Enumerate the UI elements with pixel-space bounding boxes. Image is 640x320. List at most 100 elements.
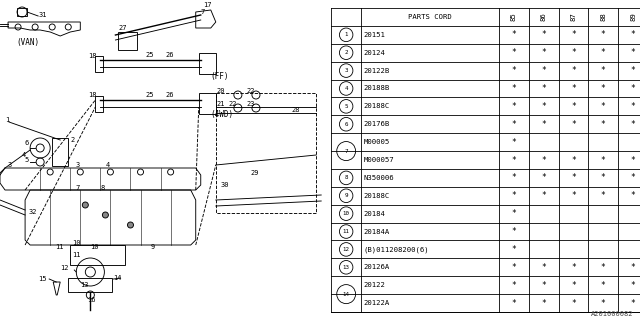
Text: 1: 1: [5, 117, 9, 123]
Text: *: *: [511, 156, 516, 164]
Text: *: *: [511, 84, 516, 93]
Text: 3: 3: [76, 162, 79, 168]
Bar: [52, 138, 68, 166]
Text: *: *: [511, 245, 516, 254]
Text: *: *: [541, 173, 546, 182]
Text: 89: 89: [630, 12, 636, 21]
Text: 11: 11: [342, 229, 349, 234]
Text: *: *: [630, 263, 636, 272]
Text: *: *: [601, 66, 605, 75]
Text: 20188C: 20188C: [364, 103, 390, 109]
Text: 2: 2: [70, 137, 74, 143]
Text: *: *: [571, 66, 576, 75]
Text: 9: 9: [150, 244, 155, 250]
Text: *: *: [630, 191, 636, 200]
Text: *: *: [630, 173, 636, 182]
Bar: [17, 8, 27, 16]
Text: *: *: [541, 30, 546, 39]
Text: 25: 25: [145, 92, 154, 98]
Text: (VAN): (VAN): [17, 37, 40, 46]
Text: *: *: [511, 66, 516, 75]
Text: *: *: [571, 30, 576, 39]
Circle shape: [83, 202, 88, 208]
Text: *: *: [511, 48, 516, 57]
Text: *: *: [541, 281, 546, 290]
Text: 20151: 20151: [364, 32, 386, 38]
Text: 29: 29: [251, 170, 259, 176]
Text: 20184: 20184: [364, 211, 386, 217]
Text: M00005: M00005: [364, 139, 390, 145]
Text: *: *: [541, 191, 546, 200]
Text: N350006: N350006: [364, 175, 394, 181]
Text: *: *: [630, 299, 636, 308]
Text: *: *: [571, 299, 576, 308]
Text: *: *: [630, 66, 636, 75]
Bar: [95, 56, 104, 72]
Text: 17: 17: [203, 2, 211, 8]
Text: *: *: [511, 138, 516, 147]
Bar: [68, 278, 113, 292]
Text: 25: 25: [145, 52, 154, 58]
Text: *: *: [511, 191, 516, 200]
Text: *: *: [601, 191, 605, 200]
Text: *: *: [511, 299, 516, 308]
Text: 7: 7: [201, 9, 205, 15]
Text: *: *: [571, 263, 576, 272]
Text: 7: 7: [344, 148, 348, 154]
Text: *: *: [511, 281, 516, 290]
Text: *: *: [511, 173, 516, 182]
Text: 16: 16: [87, 297, 96, 303]
Text: *: *: [511, 120, 516, 129]
Text: 4: 4: [344, 86, 348, 91]
Text: *: *: [571, 281, 576, 290]
Text: 22: 22: [247, 88, 255, 94]
Text: 20: 20: [217, 88, 225, 94]
Text: *: *: [511, 227, 516, 236]
Text: 20184A: 20184A: [364, 228, 390, 235]
Text: *: *: [571, 120, 576, 129]
Text: *: *: [601, 84, 605, 93]
Text: 11: 11: [55, 244, 64, 250]
Text: 85: 85: [511, 12, 517, 21]
Text: 14: 14: [342, 292, 349, 297]
Circle shape: [127, 222, 134, 228]
Text: 27: 27: [118, 25, 127, 31]
Text: 20122A: 20122A: [364, 300, 390, 306]
Bar: [70, 245, 125, 265]
Text: *: *: [571, 102, 576, 111]
Text: 32: 32: [28, 209, 36, 215]
Text: 12: 12: [60, 265, 68, 271]
Text: (FF): (FF): [211, 71, 229, 81]
Text: *: *: [511, 30, 516, 39]
Text: *: *: [541, 263, 546, 272]
Text: *: *: [601, 102, 605, 111]
Text: 86: 86: [541, 12, 547, 21]
Text: *: *: [541, 66, 546, 75]
Text: 20124: 20124: [364, 50, 386, 56]
Text: 2: 2: [344, 50, 348, 55]
Text: 20188B: 20188B: [364, 85, 390, 92]
Text: *: *: [630, 281, 636, 290]
Text: (4WD): (4WD): [211, 110, 234, 119]
Text: *: *: [571, 191, 576, 200]
Text: *: *: [630, 102, 636, 111]
Text: *: *: [541, 102, 546, 111]
Text: 7: 7: [76, 185, 79, 191]
Text: *: *: [571, 48, 576, 57]
Text: *: *: [541, 156, 546, 164]
Text: 10: 10: [342, 211, 349, 216]
Text: 14: 14: [113, 275, 122, 281]
Text: 9: 9: [344, 193, 348, 198]
Text: 22: 22: [229, 101, 237, 107]
Text: 20176B: 20176B: [364, 121, 390, 127]
Text: *: *: [541, 120, 546, 129]
Text: *: *: [601, 173, 605, 182]
Text: *: *: [630, 156, 636, 164]
Text: *: *: [541, 84, 546, 93]
Text: A201000082: A201000082: [591, 311, 634, 317]
Text: *: *: [601, 120, 605, 129]
Text: 88: 88: [600, 12, 606, 21]
Text: 3: 3: [344, 68, 348, 73]
Text: 8: 8: [100, 185, 104, 191]
Text: *: *: [601, 299, 605, 308]
